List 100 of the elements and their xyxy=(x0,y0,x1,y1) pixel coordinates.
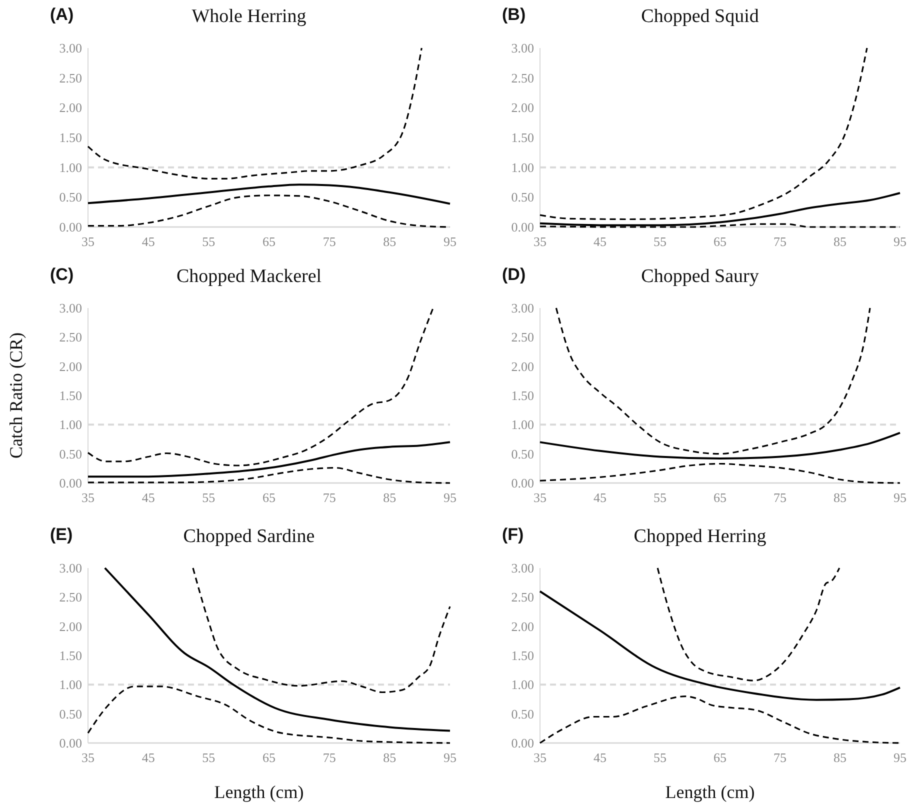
y-tick-label: 1.50 xyxy=(59,130,82,146)
x-tick-label: 35 xyxy=(82,234,94,249)
x-tick-label: 95 xyxy=(894,750,906,765)
y-tick-label: 1.00 xyxy=(511,160,534,175)
y-tick-label: 0.50 xyxy=(511,190,534,205)
x-tick-label: 55 xyxy=(202,234,216,249)
y-tick-label: 1.50 xyxy=(59,648,82,664)
y-tick-label: 2.00 xyxy=(59,618,82,634)
x-tick-label: 45 xyxy=(142,234,155,249)
chart-title: Whole Herring xyxy=(192,6,307,27)
x-tick-label: 75 xyxy=(322,490,336,505)
line-series xyxy=(87,184,451,205)
x-tick-label: 55 xyxy=(202,490,216,505)
x-tick-label: 35 xyxy=(82,490,94,505)
y-tick-label: 1.50 xyxy=(511,130,534,146)
y-tick-label: 0.00 xyxy=(59,736,82,751)
x-tick-label: 75 xyxy=(322,234,336,249)
x-tick-label: 95 xyxy=(444,750,456,765)
y-tick-label: 1.00 xyxy=(511,677,534,692)
x-tick-label: 55 xyxy=(654,234,666,249)
x-tick-label: 85 xyxy=(383,234,396,249)
chart-title: Chopped Herring xyxy=(634,526,767,547)
x-tick-label: 35 xyxy=(82,750,94,765)
x-tick-label: 55 xyxy=(202,750,216,765)
x-tick-label: 65 xyxy=(262,490,276,505)
x-tick-label: 55 xyxy=(654,490,666,505)
line-series xyxy=(87,47,422,180)
y-tick-label: 3.00 xyxy=(59,300,82,316)
y-tick-label: 2.50 xyxy=(511,330,534,345)
y-tick-label: 0.00 xyxy=(59,220,82,235)
text: (E) xyxy=(50,525,73,544)
line-series xyxy=(539,590,901,701)
x-tick-label: 45 xyxy=(142,750,155,765)
x-tick-label: 75 xyxy=(774,234,786,249)
x-tick-label: 45 xyxy=(594,490,606,505)
x-tick-label: 55 xyxy=(654,750,666,765)
text: (C) xyxy=(50,265,74,284)
chart-title: Chopped Squid xyxy=(641,6,760,27)
y-tick-label: 3.00 xyxy=(59,560,82,576)
line-series xyxy=(539,47,868,220)
x-tick-label: 95 xyxy=(444,490,456,505)
y-tick-label: 1.00 xyxy=(59,160,82,175)
x-tick-label: 65 xyxy=(262,234,276,249)
y-tick-label: 0.00 xyxy=(59,476,82,491)
text: (F) xyxy=(502,525,524,544)
y-tick-label: 2.50 xyxy=(59,590,82,605)
x-tick-label: 95 xyxy=(444,234,456,249)
x-tick-label: 75 xyxy=(322,750,336,765)
y-tick-label: 2.50 xyxy=(511,590,534,605)
x-tick-label: 45 xyxy=(594,234,606,249)
x-tick-label: 95 xyxy=(894,234,906,249)
x-tick-label: 65 xyxy=(714,234,726,249)
x-tick-label: 85 xyxy=(383,490,396,505)
y-tick-label: 2.00 xyxy=(511,358,534,374)
y-tick-label: 1.50 xyxy=(511,388,534,404)
y-tick-label: 2.00 xyxy=(59,100,82,116)
y-tick-label: 1.50 xyxy=(59,388,82,404)
y-tick-label: 0.00 xyxy=(511,220,534,235)
line-series xyxy=(87,307,434,466)
y-tick-label: 0.50 xyxy=(59,446,82,462)
y-tick-label: 2.00 xyxy=(59,358,82,374)
y-tick-label: 2.50 xyxy=(59,70,82,86)
y-tick-label: 3.00 xyxy=(511,300,534,316)
y-tick-label: 0.00 xyxy=(511,476,534,491)
chart-title: Chopped Mackerel xyxy=(176,266,322,287)
y-tick-label: 2.50 xyxy=(511,70,534,86)
x-tick-label: 75 xyxy=(774,750,786,765)
x-axis-title: Length (cm) xyxy=(214,782,304,802)
x-axis-title: Length (cm) xyxy=(665,782,755,802)
x-tick-label: 85 xyxy=(383,750,396,765)
x-tick-label: 35 xyxy=(534,490,546,505)
y-tick-label: 2.50 xyxy=(59,330,82,345)
chart-title: Chopped Sardine xyxy=(183,526,315,547)
line-series xyxy=(656,567,840,682)
x-tick-label: 65 xyxy=(262,750,276,765)
line-series xyxy=(87,441,451,478)
text: (D) xyxy=(502,265,526,284)
y-tick-label: 0.50 xyxy=(59,706,82,722)
line-series xyxy=(104,567,451,732)
line-series xyxy=(192,567,451,694)
y-axis-title: Catch Ratio (CR) xyxy=(6,332,26,458)
x-tick-label: 65 xyxy=(714,750,726,765)
y-tick-label: 1.00 xyxy=(511,417,534,432)
x-tick-label: 85 xyxy=(834,234,846,249)
y-tick-label: 2.00 xyxy=(511,618,534,634)
line-series xyxy=(555,307,871,455)
x-tick-label: 65 xyxy=(714,490,726,505)
y-tick-label: 3.00 xyxy=(511,40,534,56)
x-tick-label: 85 xyxy=(834,490,846,505)
y-tick-label: 3.00 xyxy=(59,40,82,56)
y-tick-label: 0.00 xyxy=(511,736,534,751)
text: (A) xyxy=(50,5,74,24)
x-tick-label: 35 xyxy=(534,234,546,249)
y-tick-label: 0.50 xyxy=(59,190,82,205)
x-tick-label: 35 xyxy=(534,750,546,765)
y-tick-label: 3.00 xyxy=(511,560,534,576)
x-tick-label: 95 xyxy=(894,490,906,505)
line-series xyxy=(539,432,901,460)
y-tick-label: 1.00 xyxy=(59,417,82,432)
text: (B) xyxy=(502,5,526,24)
